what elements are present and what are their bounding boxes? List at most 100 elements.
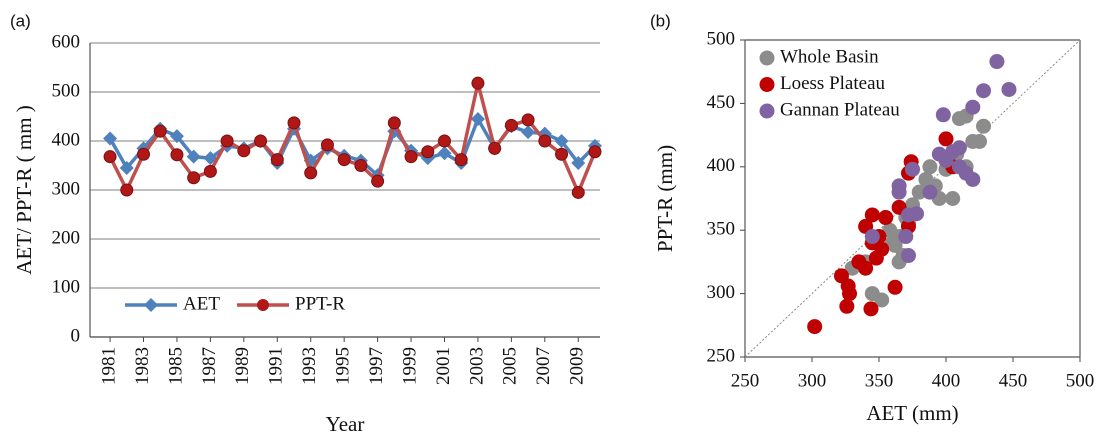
point-marker (371, 174, 385, 188)
x-axis-label: Year (326, 412, 365, 435)
x-tick-label: 2001 (433, 347, 454, 385)
scatter-point (874, 292, 890, 308)
scatter-point (858, 260, 874, 276)
point-marker (337, 153, 351, 167)
scatter-point (965, 171, 981, 187)
point-marker (187, 171, 201, 185)
point-marker (571, 185, 585, 199)
x-tick-label: 1991 (266, 347, 287, 385)
scatter-point (863, 301, 879, 317)
legend-marker (759, 103, 775, 119)
point-marker (571, 156, 586, 171)
scatter-point (976, 118, 992, 134)
x-tick-label: 2009 (567, 347, 588, 385)
y-tick-label: 100 (52, 276, 81, 297)
point-marker (270, 153, 284, 167)
y-tick-label: 300 (707, 282, 736, 303)
point-marker (387, 116, 401, 130)
identity-line (744, 39, 1081, 358)
scatter-point (887, 279, 903, 295)
point-marker (169, 129, 184, 144)
scatter-point (864, 207, 880, 223)
x-tick-label: 1989 (232, 347, 253, 385)
scatter-point (864, 229, 880, 245)
scatter-point (989, 54, 1005, 70)
point-marker (521, 113, 535, 127)
x-tick-label: 300 (798, 370, 827, 391)
y-axis-label: PPT-R (mm) (653, 145, 677, 252)
x-tick-label: 1983 (132, 347, 153, 385)
point-marker (237, 144, 251, 158)
point-marker (488, 141, 502, 155)
y-tick-label: 500 (52, 80, 81, 101)
y-tick-label: 400 (707, 155, 736, 176)
scatter-point (922, 184, 938, 200)
scatter-point (935, 107, 951, 123)
legend-label: Gannan Plateau (780, 99, 900, 120)
scatter-point (878, 210, 894, 226)
x-tick-label: 450 (999, 370, 1028, 391)
legend-marker (257, 299, 269, 311)
x-tick-label: 2007 (533, 347, 554, 385)
scatter-point (898, 229, 914, 245)
point-marker (186, 149, 201, 164)
x-tick-label: 1987 (199, 347, 220, 385)
point-marker (170, 148, 184, 162)
x-tick-label: 1995 (333, 347, 354, 385)
x-tick-label: 1997 (366, 347, 387, 385)
legend-label: PPT-R (295, 293, 345, 314)
scatter-point (839, 298, 855, 314)
x-tick-label: 1985 (165, 347, 186, 385)
x-tick-label: 1993 (299, 347, 320, 385)
scatter-point (1001, 81, 1017, 97)
legend-marker (144, 298, 158, 312)
point-marker (555, 147, 569, 161)
y-tick-label: 0 (71, 325, 81, 346)
legend-marker (759, 50, 775, 66)
scatter-point (900, 248, 916, 264)
point-marker (254, 134, 268, 148)
point-marker (554, 134, 569, 148)
scatter-point (911, 184, 927, 200)
point-marker (120, 183, 134, 197)
x-tick-label: 250 (731, 370, 760, 391)
scatter-point (909, 206, 925, 222)
legend-label: AET (183, 293, 220, 314)
point-marker (437, 134, 451, 148)
series-line (108, 114, 597, 179)
point-marker (320, 138, 334, 152)
scatter-point (976, 83, 992, 99)
point-marker (437, 146, 452, 161)
scatter-point (972, 133, 987, 149)
x-tick-label: 2005 (500, 347, 521, 385)
x-tick-label: 500 (1066, 370, 1095, 391)
x-axis-label: AET (mm) (866, 401, 958, 425)
y-tick-label: 600 (52, 31, 81, 52)
x-tick-label: 400 (932, 370, 961, 391)
point-marker (538, 134, 552, 148)
point-marker (471, 76, 485, 90)
point-marker (521, 125, 536, 140)
scatter-point (905, 161, 920, 177)
series-line (108, 82, 597, 197)
x-tick-label: 1981 (98, 347, 119, 385)
point-marker (220, 134, 234, 148)
point-marker (354, 159, 368, 172)
point-marker (203, 164, 217, 178)
point-marker (421, 145, 435, 159)
legend-marker (759, 77, 775, 92)
y-tick-label: 350 (707, 219, 736, 240)
point-marker (287, 116, 301, 130)
point-marker (103, 150, 117, 164)
point-marker (103, 131, 118, 146)
legend-label: Whole Basin (780, 46, 879, 67)
point-marker (304, 166, 318, 180)
y-axis-label: AET/ PPT-R ( mm ) (12, 105, 36, 275)
scatter-point (807, 319, 823, 335)
y-tick-label: 400 (52, 129, 81, 150)
point-marker (588, 145, 602, 159)
scatter-point (840, 278, 856, 294)
scatter-point (922, 159, 938, 175)
point-marker (504, 118, 518, 132)
